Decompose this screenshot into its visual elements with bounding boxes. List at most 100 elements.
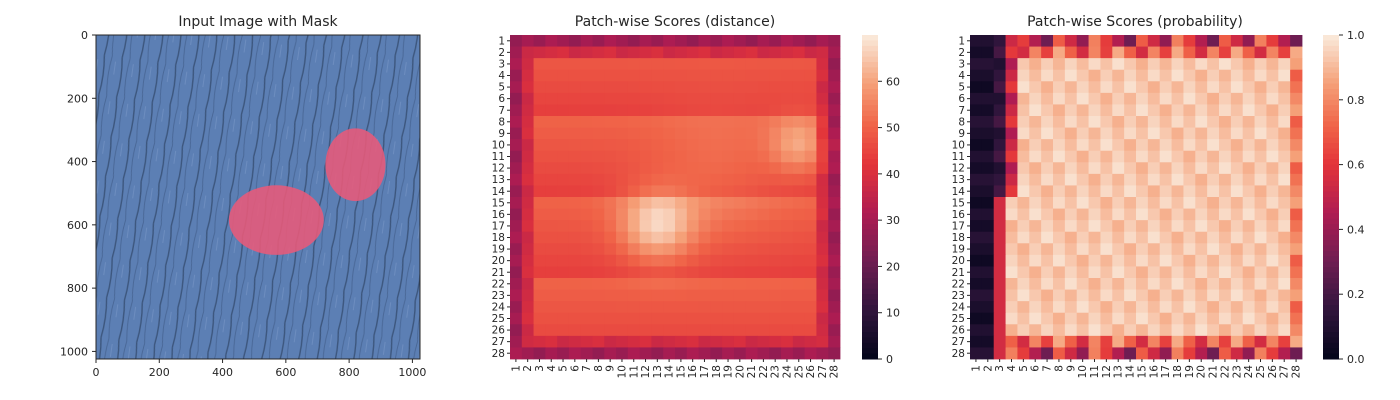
heatmap-cell: [557, 46, 570, 59]
heatmap-cell: [616, 46, 629, 59]
heatmap-cell: [1207, 243, 1220, 256]
col-tick-label: 4: [1006, 365, 1018, 372]
heatmap-cell: [1017, 116, 1030, 128]
heatmap-cell: [1278, 92, 1291, 105]
heatmap-cell: [592, 266, 605, 279]
heatmap-cell: [1029, 116, 1042, 128]
heatmap-cell: [1053, 162, 1066, 175]
heatmap-cell: [698, 150, 711, 163]
heatmap-cell: [1124, 173, 1137, 186]
heatmap-cell: [981, 347, 995, 360]
heatmap-cell: [1171, 150, 1184, 163]
col-tick-label: 11: [628, 365, 640, 378]
heatmap-cell: [757, 254, 770, 267]
heatmap-cell: [1254, 185, 1267, 198]
heatmap-cell: [686, 324, 699, 337]
heatmap-cell: [592, 35, 605, 47]
heatmap-cell: [521, 92, 534, 105]
heatmap-cell: [557, 208, 570, 221]
colorbar-segment: [862, 305, 878, 311]
heatmap-cell: [804, 58, 817, 71]
heatmap-cell: [1278, 127, 1291, 140]
heatmap-cell: [545, 243, 558, 256]
heatmap-cell: [970, 116, 983, 128]
heatmap-cell: [816, 58, 829, 71]
heatmap-cell: [1124, 139, 1137, 152]
heatmap-cell: [981, 312, 995, 325]
heatmap-cell: [1100, 254, 1113, 267]
heatmap-cell: [1088, 173, 1101, 186]
heatmap-cell: [1088, 69, 1101, 82]
heatmap-cell: [686, 162, 699, 175]
heatmap-cell: [804, 278, 817, 290]
heatmap-cell: [722, 231, 735, 244]
col-tick-label: 10: [1077, 365, 1089, 378]
row-tick-label: 6: [498, 93, 505, 105]
heatmap-cell: [568, 197, 582, 209]
heatmap-cell: [1112, 150, 1125, 163]
row-labels-distance: 1234567891011121314151617181920212223242…: [492, 35, 510, 360]
heatmap-cell: [1219, 139, 1232, 152]
heatmap-cell: [521, 324, 534, 337]
heatmap-cell: [757, 150, 770, 163]
heatmap-cell: [733, 266, 747, 279]
heatmap-cell: [722, 58, 735, 71]
heatmap-cell: [1171, 254, 1184, 267]
heatmap-cell: [592, 208, 605, 221]
heatmap-cell: [686, 301, 699, 314]
heatmap-cell: [1159, 231, 1172, 244]
heatmap-cell: [781, 208, 794, 221]
heatmap-cell: [1041, 254, 1054, 267]
col-tick-label: 21: [1208, 365, 1220, 378]
heatmap-cell: [1112, 243, 1125, 256]
heatmap-cell: [663, 58, 676, 71]
heatmap-cell: [639, 139, 652, 152]
heatmap-cell: [970, 335, 983, 348]
heatmap-cell: [769, 220, 782, 233]
heatmap-cell: [1219, 254, 1232, 267]
heatmap-cell: [1053, 324, 1066, 337]
col-tick-label: 13: [1113, 365, 1125, 378]
heatmap-cell: [686, 116, 699, 128]
heatmap-cell: [1290, 347, 1303, 360]
heatmap-cell: [1076, 116, 1089, 128]
heatmap-cell: [1088, 289, 1101, 302]
heatmap-cell: [781, 220, 794, 233]
heatmap-cell: [745, 312, 758, 325]
heatmap-cell: [710, 324, 723, 337]
heatmap-cell: [1029, 289, 1042, 302]
heatmap-cell: [510, 243, 523, 256]
heatmap-cell: [1254, 35, 1267, 47]
heatmap-cell: [627, 116, 641, 128]
heatmap-cell: [993, 243, 1006, 256]
heatmap-cell: [1290, 162, 1303, 175]
colorbar-segment: [1323, 83, 1339, 90]
row-tick-label: 8: [958, 116, 965, 128]
heatmap-cell: [686, 150, 699, 163]
heatmap-cell: [1088, 116, 1101, 128]
heatmap-cell: [1159, 220, 1172, 233]
heatmap-cell: [1076, 35, 1089, 47]
heatmap-cell: [675, 173, 688, 186]
heatmap-cell: [1159, 127, 1172, 140]
colorbar-segment: [862, 72, 878, 79]
heatmap-cell: [816, 335, 829, 348]
col-labels-probability: 1 2 3 4 5 6 7 8 9 10 11 12 13 14 15 16 17 18 19 20 21 22 23 24 2…: [970, 359, 1303, 378]
heatmap-cell: [651, 104, 664, 117]
heatmap-cell: [1029, 243, 1042, 256]
heatmap-cell: [1230, 243, 1244, 256]
heatmap-cell: [804, 347, 817, 360]
heatmap-cell: [993, 92, 1006, 105]
heatmap-cell: [1064, 197, 1078, 209]
heatmap-cell: [651, 69, 664, 82]
heatmap-cell: [1266, 116, 1279, 128]
heatmap-cell: [1290, 278, 1303, 290]
heatmap-cell: [1171, 220, 1184, 233]
row-tick-label: 7: [958, 105, 965, 117]
heatmap-cell: [568, 220, 582, 233]
heatmap-cell: [710, 139, 723, 152]
heatmap-cell: [1242, 335, 1255, 348]
heatmap-cell: [1195, 127, 1208, 140]
heatmap-cell: [592, 104, 605, 117]
heatmap-cell: [993, 335, 1006, 348]
